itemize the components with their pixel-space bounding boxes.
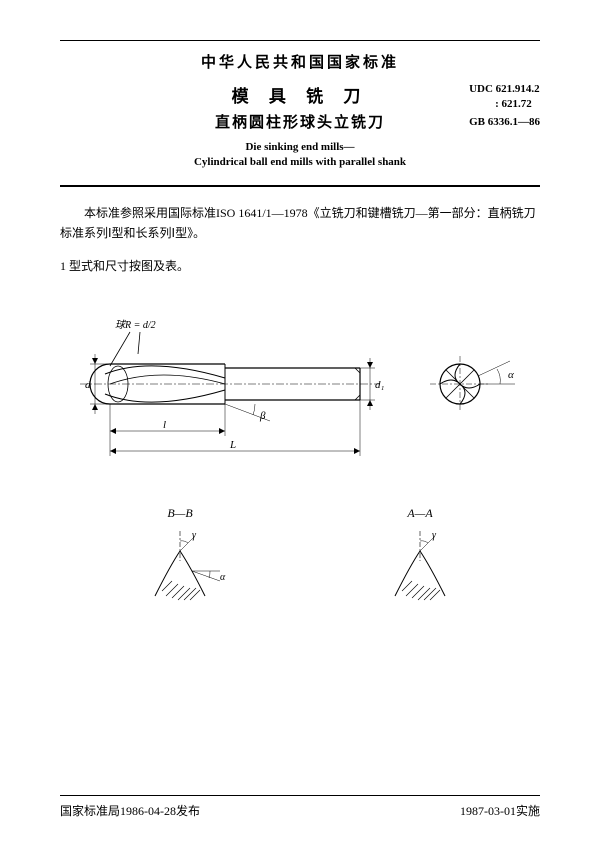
header-area: UDC 621.914.2 : 621.72 GB 6336.1—86 模 具 … <box>60 82 540 171</box>
section-aa-label: A—A <box>360 506 480 521</box>
end-mill-drawing: 球R = d/2 <box>60 306 540 486</box>
section-bb-block: B—B γ α <box>120 506 240 606</box>
dim-d: d <box>85 379 91 391</box>
title-main-cn: 模 具 铣 刀 <box>60 82 540 107</box>
angle-alpha: α <box>508 369 514 381</box>
main-diagram: 球R = d/2 <box>60 306 540 486</box>
udc-code-1: UDC 621.914.2 <box>469 82 540 97</box>
udc-code-2: : 621.72 <box>469 97 540 112</box>
svg-text:γ: γ <box>192 530 197 541</box>
footer-effective: 1987-03-01实施 <box>460 802 540 819</box>
intro-paragraph: 本标准参照采用国际标准ISO 1641/1—1978《立铣刀和键槽铣刀—第一部分… <box>60 203 540 244</box>
svg-text:α: α <box>220 572 226 583</box>
footer-issued: 国家标准局1986-04-28发布 <box>60 802 200 819</box>
section-bb-svg: γ α <box>120 526 240 606</box>
dim-d1: d₁ <box>375 379 385 391</box>
section-bb-label: B—B <box>120 506 240 521</box>
section-1-heading: 1 型式和尺寸按图及表。 <box>60 256 540 276</box>
title-en-2: Cylindrical ball end mills with parallel… <box>60 155 540 170</box>
footer-rule <box>60 795 540 796</box>
section-aa-block: A—A γ <box>360 506 480 606</box>
classification-codes: UDC 621.914.2 : 621.72 GB 6336.1—86 <box>469 82 540 130</box>
title-en-1: Die sinking end mills— <box>60 140 540 155</box>
section-aa-svg: γ <box>360 526 480 606</box>
angle-beta: β <box>259 410 266 422</box>
ball-r-label: 球R = d/2 <box>115 319 156 331</box>
national-standard-title: 中华人民共和国国家标准 <box>60 51 540 72</box>
dim-L: L <box>229 439 236 451</box>
title-sub-cn: 直柄圆柱形球头立铣刀 <box>60 111 540 132</box>
svg-text:γ: γ <box>432 530 437 541</box>
dim-l: l <box>163 419 166 431</box>
title-block: 模 具 铣 刀 直柄圆柱形球头立铣刀 Die sinking end mills… <box>60 82 540 171</box>
gb-code: GB 6336.1—86 <box>469 115 540 130</box>
top-rule <box>60 40 540 41</box>
section-views: B—B γ α A— <box>60 506 540 606</box>
header-divider <box>60 185 540 187</box>
footer: 国家标准局1986-04-28发布 1987-03-01实施 <box>60 787 540 819</box>
